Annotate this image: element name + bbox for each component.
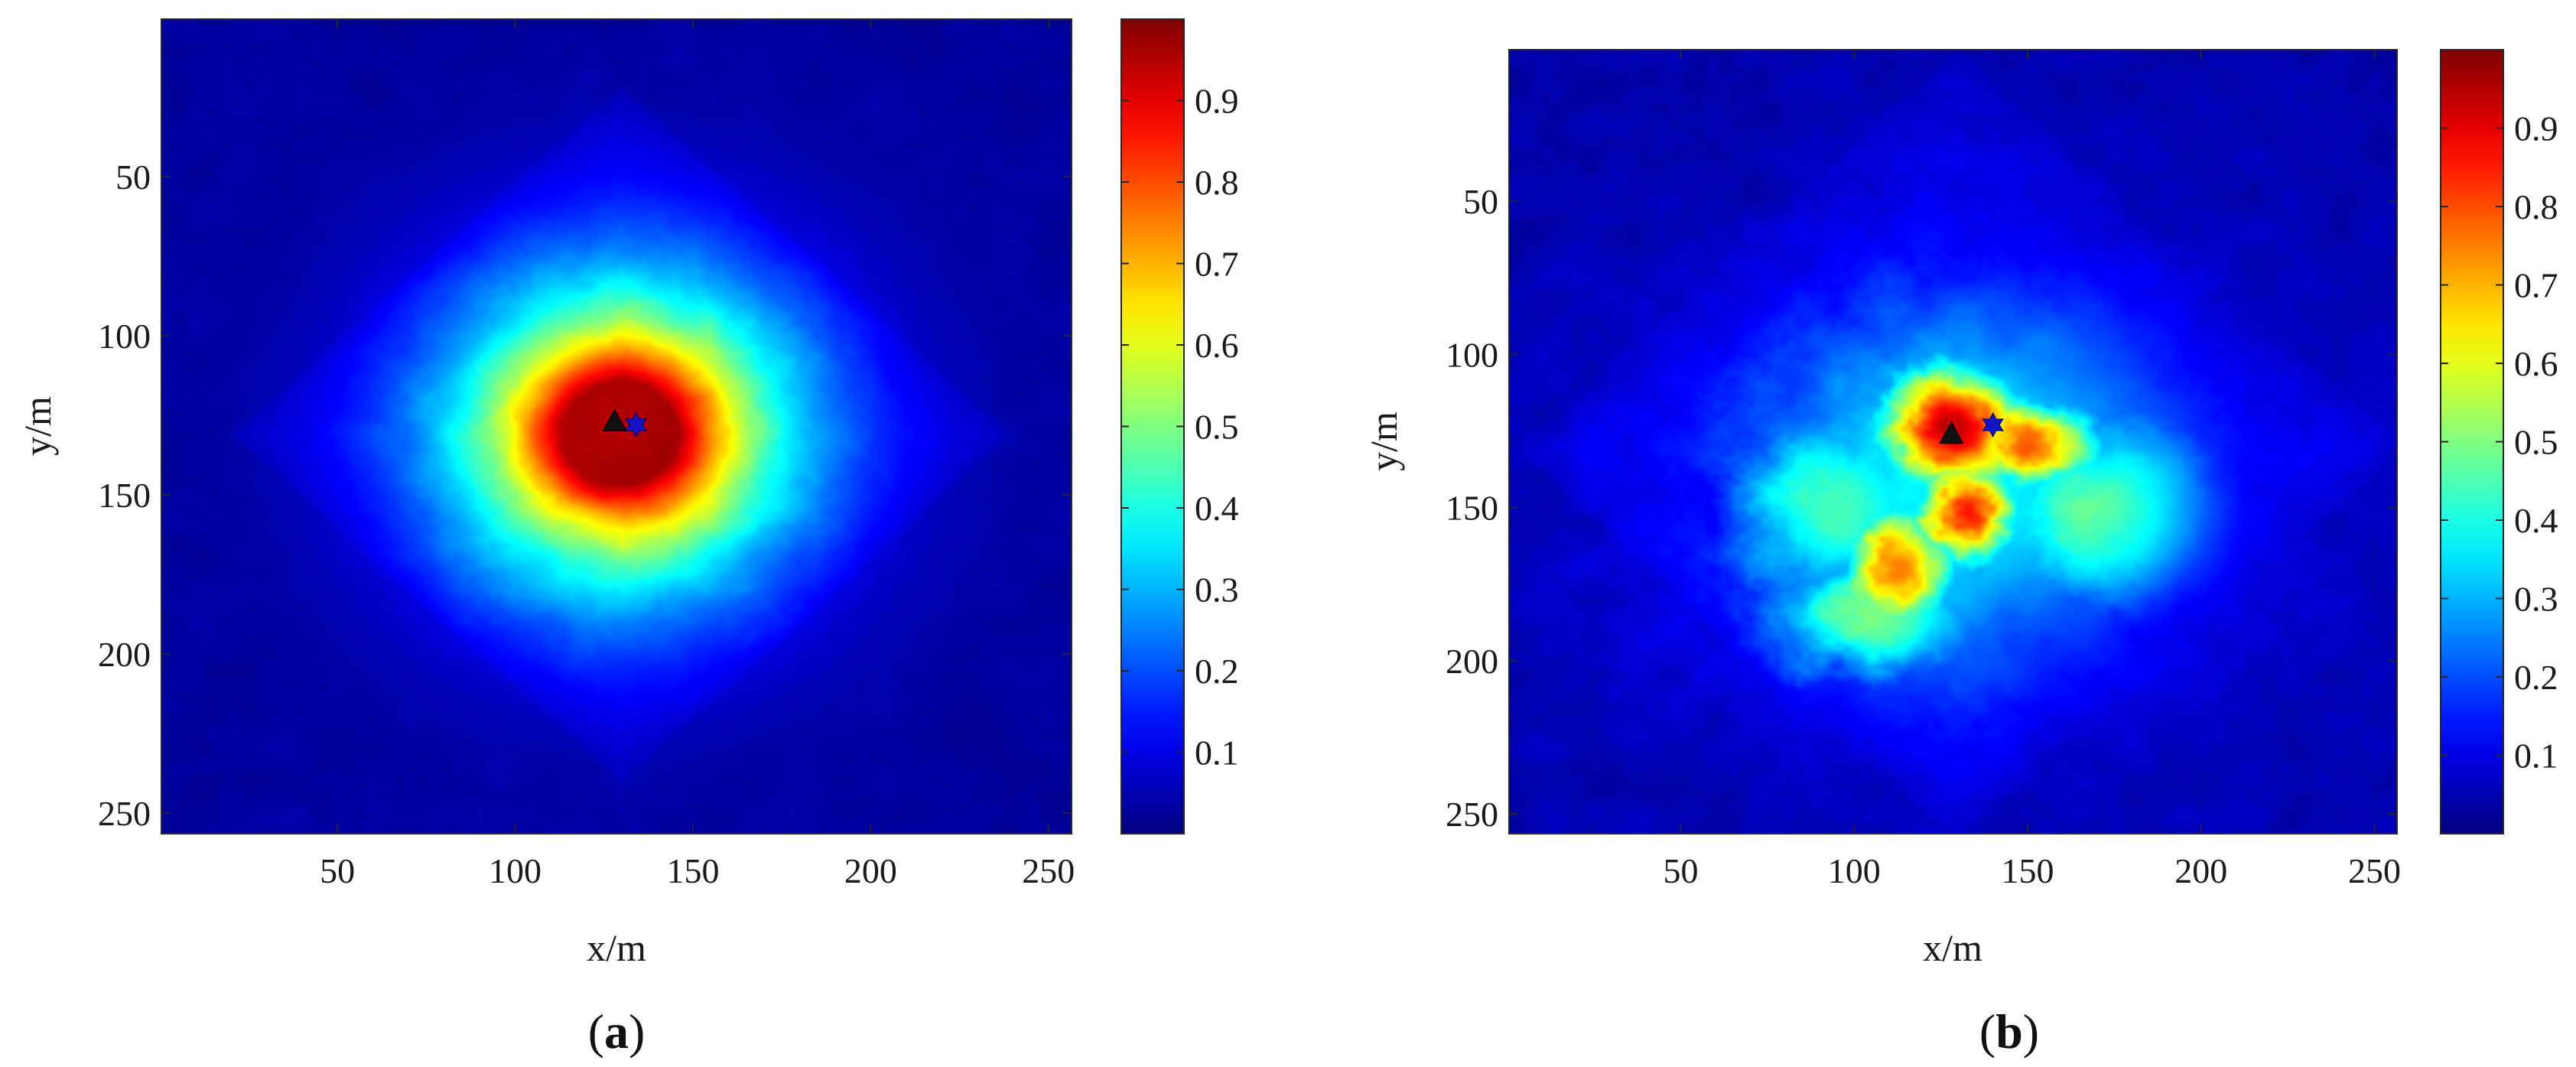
panel-a-plot-frame <box>161 18 1072 834</box>
y-tick-label: 200 <box>98 635 151 674</box>
panel-a-y-axis-label: y/m <box>16 396 59 456</box>
y-tick-label: 150 <box>98 476 151 515</box>
y-tick-label: 50 <box>1463 182 1498 221</box>
colorbar-tick-label: 0.5 <box>2514 423 2558 462</box>
y-tick-label: 50 <box>115 158 151 197</box>
panel-a-x-ticks: 50 100 150 200 250 <box>320 19 1075 890</box>
colorbar-tick-label: 0.9 <box>2514 109 2558 148</box>
colorbar-tick-label: 0.5 <box>1195 408 1239 447</box>
panel-a-label-letter: a <box>604 1004 629 1059</box>
marker-triangle <box>602 408 627 432</box>
colorbar-tick-label: 0.3 <box>1195 571 1239 610</box>
colorbar-tick-label: 0.6 <box>1195 326 1239 365</box>
panel-b-colorbar <box>2441 50 2503 834</box>
x-tick-label: 200 <box>844 851 897 890</box>
colorbar-tick-label: 0.1 <box>2514 737 2558 776</box>
colorbar-tick-label: 0.4 <box>1195 489 1239 528</box>
marker-star <box>1982 412 2004 438</box>
colorbar-tick-label: 0.2 <box>1195 652 1239 691</box>
panel-b-x-ticks: 50 100 150 200 250 <box>1663 50 2401 890</box>
colorbar-tick-label: 0.1 <box>1195 734 1239 773</box>
colorbar-tick-label: 0.8 <box>2514 187 2558 226</box>
panel-a-colorbar-ticks: 0.1 0.2 0.3 0.4 0.5 0.6 0.7 0.8 0.9 <box>1121 82 1239 773</box>
panel-b-plot-frame <box>1508 49 2398 834</box>
y-tick-label: 200 <box>1446 642 1498 681</box>
panel-b-label: (b) <box>1979 1004 2039 1059</box>
y-tick-label: 100 <box>98 317 151 356</box>
panel-b-label-letter: b <box>1995 1004 2023 1059</box>
panel-b-x-axis-label: x/m <box>1923 926 1982 969</box>
colorbar-tick-label: 0.9 <box>1195 82 1239 121</box>
panel-a-label: (a) <box>588 1004 646 1059</box>
panel-b-y-ticks: 50 100 150 200 250 <box>1446 182 2397 834</box>
y-tick-label: 250 <box>1446 795 1498 834</box>
panel-b: 50 100 150 200 250 50 100 150 200 250 x/m y/m 0.… <box>1362 49 2558 1059</box>
colorbar-tick-label: 0.3 <box>2514 580 2558 619</box>
colorbar-tick-label: 0.8 <box>1195 163 1239 202</box>
marker-star <box>625 412 648 438</box>
colorbar-tick-label: 0.2 <box>2514 658 2558 697</box>
panel-b-markers <box>1938 412 2004 444</box>
x-tick-label: 250 <box>2348 851 2401 890</box>
panel-a-x-axis-label: x/m <box>587 926 646 969</box>
colorbar-tick-label: 0.7 <box>2514 266 2558 305</box>
panel-a-markers <box>602 408 648 438</box>
x-tick-label: 100 <box>489 851 542 890</box>
panel-b-y-axis-label: y/m <box>1362 412 1405 471</box>
y-tick-label: 150 <box>1446 489 1498 528</box>
panel-a-y-ticks: 50 100 150 200 250 <box>98 158 1072 833</box>
y-tick-label: 100 <box>1446 335 1498 374</box>
x-tick-label: 250 <box>1022 851 1075 890</box>
y-tick-label: 250 <box>98 794 151 833</box>
panel-b-colorbar-ticks: 0.1 0.2 0.3 0.4 0.5 0.6 0.7 0.8 0.9 <box>2441 109 2558 776</box>
panel-a-colorbar <box>1121 19 1184 834</box>
x-tick-label: 100 <box>1828 851 1881 890</box>
panel-a: 50 100 150 200 250 50 100 150 200 250 x/m y/m 0.… <box>16 18 1239 1059</box>
x-tick-label: 150 <box>2002 851 2054 890</box>
marker-triangle <box>1938 421 1964 444</box>
colorbar-tick-label: 0.6 <box>2514 344 2558 383</box>
x-tick-label: 200 <box>2174 851 2227 890</box>
x-tick-label: 150 <box>666 851 719 890</box>
colorbar-tick-label: 0.7 <box>1195 245 1239 284</box>
x-tick-label: 50 <box>1663 851 1698 890</box>
colorbar-tick-label: 0.4 <box>2514 501 2558 540</box>
x-tick-label: 50 <box>320 851 355 890</box>
